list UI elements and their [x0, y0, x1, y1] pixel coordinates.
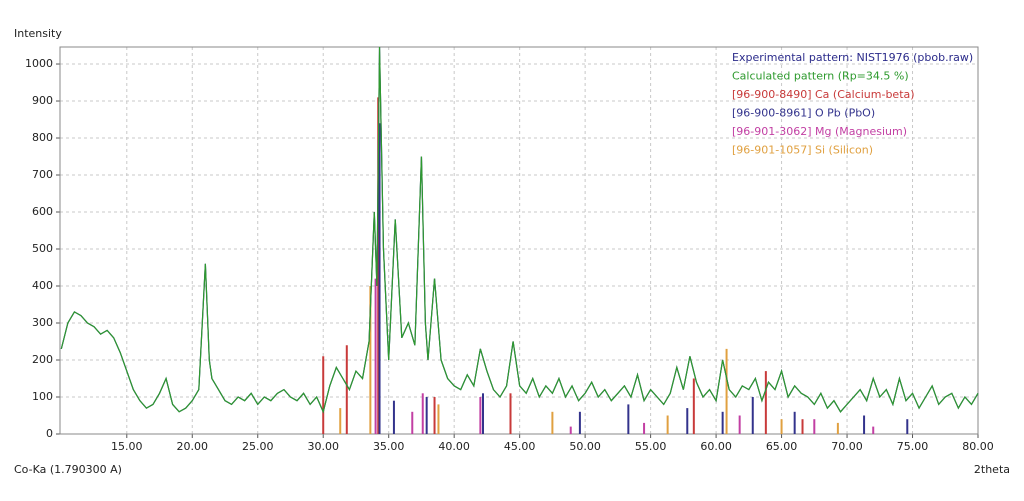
x-tick-label: 70.00: [831, 440, 863, 453]
y-tick-label: 600: [32, 205, 53, 218]
x-tick-label: 45.00: [504, 440, 536, 453]
x-tick-label: 65.00: [766, 440, 798, 453]
y-tick-label: 500: [32, 242, 53, 255]
y-tick-label: 100: [32, 390, 53, 403]
y-tick-label: 1000: [25, 57, 53, 70]
y-tick-label: 900: [32, 94, 53, 107]
y-tick-label: 400: [32, 279, 53, 292]
x-tick-label: 30.00: [307, 440, 339, 453]
legend-entry: [96-901-3062] Mg (Magnesium): [732, 125, 907, 138]
y-axis-label: Intensity: [14, 27, 62, 40]
y-tick-label: 800: [32, 131, 53, 144]
y-tick-label: 200: [32, 353, 53, 366]
radiation-label: Co-Ka (1.790300 A): [14, 463, 122, 476]
x-tick-label: 75.00: [897, 440, 929, 453]
x-tick-label: 55.00: [635, 440, 667, 453]
pattern-line: [60, 46, 979, 414]
x-tick-label: 25.00: [242, 440, 274, 453]
y-tick-label: 0: [46, 427, 53, 440]
x-tick-label: 50.00: [569, 440, 601, 453]
x-axis-label: 2theta: [974, 463, 1010, 476]
legend-entry: Experimental pattern: NIST1976 (pbob.raw…: [732, 51, 973, 64]
x-tick-label: 60.00: [700, 440, 732, 453]
legend-entry: Calculated pattern (Rp=34.5 %): [732, 70, 909, 83]
legend-entry: [96-901-1057] Si (Silicon): [732, 144, 873, 157]
x-tick-label: 15.00: [111, 440, 143, 453]
x-tick-label: 40.00: [438, 440, 470, 453]
legend-entry: [96-900-8961] O Pb (PbO): [732, 107, 875, 120]
y-tick-label: 700: [32, 168, 53, 181]
y-tick-label: 300: [32, 316, 53, 329]
x-tick-label: 35.00: [373, 440, 405, 453]
x-tick-label: 20.00: [177, 440, 209, 453]
x-tick-label: 80.00: [962, 440, 994, 453]
legend-entry: [96-900-8490] Ca (Calcium-beta): [732, 88, 915, 101]
plot-frame: [59, 46, 979, 435]
